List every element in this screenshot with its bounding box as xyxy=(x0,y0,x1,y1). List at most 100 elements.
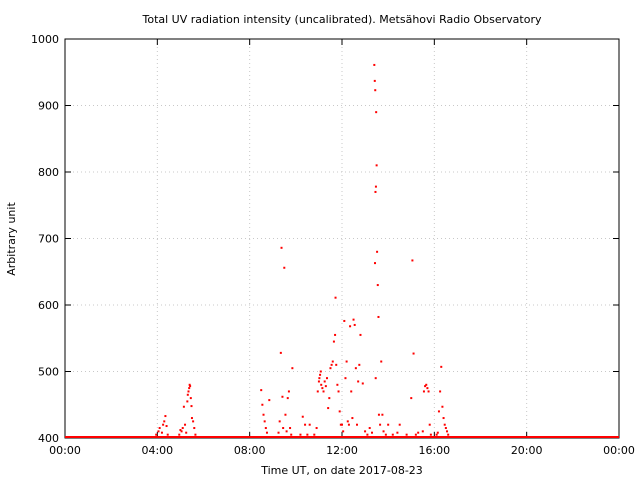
y-tick-label: 600 xyxy=(38,299,59,312)
data-point xyxy=(289,427,292,430)
y-tick-label: 1000 xyxy=(31,33,59,46)
data-point xyxy=(329,367,332,370)
x-axis-title: Time UT, on date 2017-08-23 xyxy=(260,464,423,477)
y-axis-title: Arbitrary unit xyxy=(5,202,18,276)
data-point xyxy=(410,397,413,400)
data-point xyxy=(341,423,343,426)
data-point xyxy=(308,423,311,426)
data-point xyxy=(335,363,338,366)
data-point xyxy=(381,413,384,416)
data-point xyxy=(299,433,302,436)
x-axis: 00:00 04:00 08:00 12:00 16:00 20:00 00:00 xyxy=(49,39,635,457)
data-point xyxy=(374,89,377,92)
data-point xyxy=(189,385,192,388)
data-point xyxy=(439,390,442,393)
data-point xyxy=(163,420,166,423)
data-point xyxy=(290,433,293,436)
data-point xyxy=(160,431,163,434)
data-point xyxy=(184,423,187,426)
data-point xyxy=(352,318,355,321)
data-point xyxy=(320,383,323,386)
data-point xyxy=(374,262,377,265)
data-point xyxy=(436,431,439,434)
data-point xyxy=(157,430,160,433)
data-point xyxy=(373,79,376,82)
data-point xyxy=(371,431,374,434)
data-point xyxy=(188,383,191,386)
data-point xyxy=(278,420,281,423)
data-point xyxy=(374,377,377,380)
data-point xyxy=(435,433,438,436)
data-point xyxy=(186,393,189,396)
y-tick-label: 700 xyxy=(38,233,59,246)
data-point xyxy=(158,427,161,430)
data-point xyxy=(411,259,414,262)
data-point xyxy=(391,433,394,436)
data-point xyxy=(424,385,427,388)
data-point xyxy=(437,410,440,413)
data-point xyxy=(366,433,369,436)
data-point xyxy=(446,430,449,433)
y-axis: 400 500 600 700 800 900 1000 xyxy=(31,33,619,445)
data-point xyxy=(283,266,286,269)
data-point xyxy=(334,333,337,336)
data-point xyxy=(334,296,337,299)
data-point xyxy=(192,420,195,423)
data-point xyxy=(306,433,309,436)
data-point xyxy=(262,413,265,416)
data-point xyxy=(405,433,408,436)
data-point xyxy=(304,423,307,426)
data-point xyxy=(375,111,378,114)
data-point xyxy=(301,415,304,418)
data-point xyxy=(382,430,385,433)
data-point xyxy=(425,383,428,386)
data-point xyxy=(345,360,348,363)
data-point xyxy=(263,420,266,423)
data-point xyxy=(323,380,326,383)
data-point xyxy=(155,433,158,436)
data-point xyxy=(384,433,387,436)
data-point xyxy=(268,399,271,402)
data-point xyxy=(447,433,450,436)
x-tick-label: 04:00 xyxy=(141,444,173,457)
data-point xyxy=(361,382,364,385)
data-point xyxy=(284,413,287,416)
data-point xyxy=(331,360,334,363)
data-point xyxy=(319,373,322,376)
data-point xyxy=(281,395,284,398)
data-point xyxy=(330,363,333,366)
data-point xyxy=(313,433,316,436)
chart-title: Total UV radiation intensity (uncalibrat… xyxy=(142,13,542,26)
data-point xyxy=(317,380,320,383)
data-point xyxy=(421,430,424,433)
data-point xyxy=(412,352,415,355)
data-point xyxy=(179,429,182,432)
data-point xyxy=(287,390,290,393)
data-point xyxy=(188,387,191,390)
x-tick-label: 00:00 xyxy=(603,444,635,457)
data-point xyxy=(377,413,380,416)
data-point xyxy=(429,433,432,436)
data-point xyxy=(350,390,353,393)
data-point xyxy=(282,427,285,430)
data-point xyxy=(190,405,193,408)
data-point xyxy=(376,250,379,253)
x-tick-label: 08:00 xyxy=(234,444,266,457)
data-point xyxy=(328,397,331,400)
data-point xyxy=(375,164,378,167)
data-point xyxy=(261,403,264,406)
grid-lines xyxy=(65,39,619,438)
data-point xyxy=(187,390,190,393)
data-point xyxy=(321,387,324,390)
data-point xyxy=(316,390,319,393)
data-point xyxy=(315,427,318,430)
y-tick-label: 800 xyxy=(38,166,59,179)
data-point xyxy=(164,415,167,418)
data-point xyxy=(377,315,380,318)
data-point xyxy=(351,417,354,420)
x-tick-label: 16:00 xyxy=(418,444,450,457)
data-points xyxy=(155,63,450,436)
data-point xyxy=(343,319,346,322)
data-point xyxy=(185,431,188,434)
data-point xyxy=(189,397,192,400)
